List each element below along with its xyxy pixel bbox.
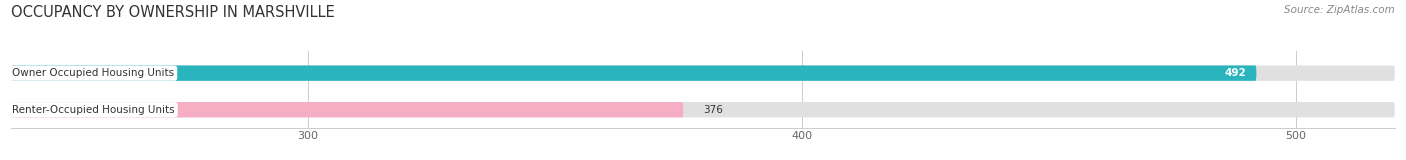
Text: 492: 492	[1225, 68, 1247, 78]
Text: OCCUPANCY BY OWNERSHIP IN MARSHVILLE: OCCUPANCY BY OWNERSHIP IN MARSHVILLE	[11, 5, 335, 20]
FancyBboxPatch shape	[11, 65, 1257, 81]
Text: Renter-Occupied Housing Units: Renter-Occupied Housing Units	[13, 105, 176, 115]
Text: Owner Occupied Housing Units: Owner Occupied Housing Units	[13, 68, 174, 78]
FancyBboxPatch shape	[11, 65, 1395, 81]
FancyBboxPatch shape	[11, 102, 1395, 117]
Text: Source: ZipAtlas.com: Source: ZipAtlas.com	[1284, 5, 1395, 15]
Text: 376: 376	[703, 105, 723, 115]
FancyBboxPatch shape	[11, 102, 683, 117]
